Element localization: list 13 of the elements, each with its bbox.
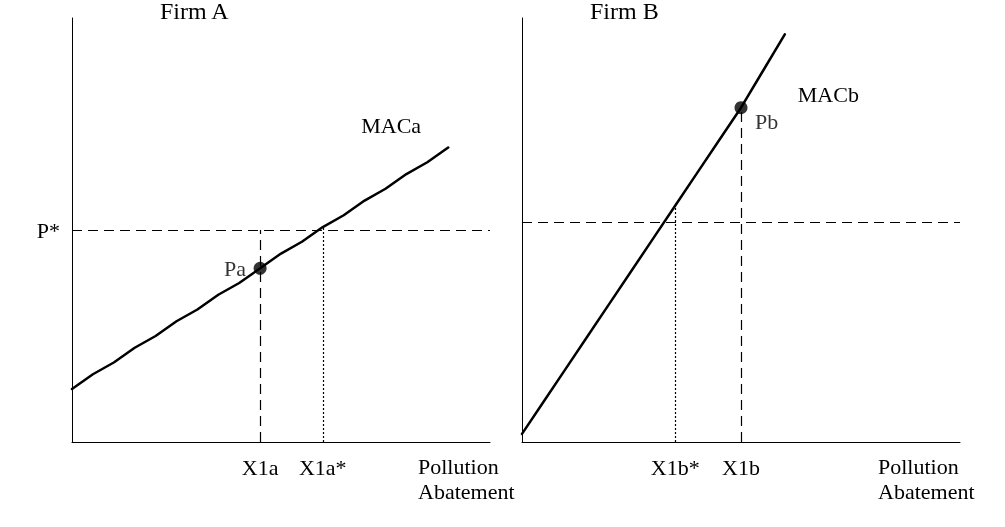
x-tick-label: X1b xyxy=(722,454,760,480)
x-axis-title: Pollution Abatement xyxy=(418,454,515,504)
annotation: Pb xyxy=(755,109,779,135)
series-label: MACa xyxy=(361,113,422,139)
x-axis-title: Pollution Abatement xyxy=(878,454,975,504)
chart-title: Firm A xyxy=(160,0,230,24)
series-label: MACb xyxy=(797,81,859,107)
x-tick-label: X1a xyxy=(241,454,279,480)
ref-line-label: P* xyxy=(36,217,60,243)
x-tick-label: X1b* xyxy=(650,454,700,480)
annotation: Pa xyxy=(224,255,247,281)
chart-title: Firm B xyxy=(590,0,659,24)
x-tick-label: X1a* xyxy=(298,454,347,480)
